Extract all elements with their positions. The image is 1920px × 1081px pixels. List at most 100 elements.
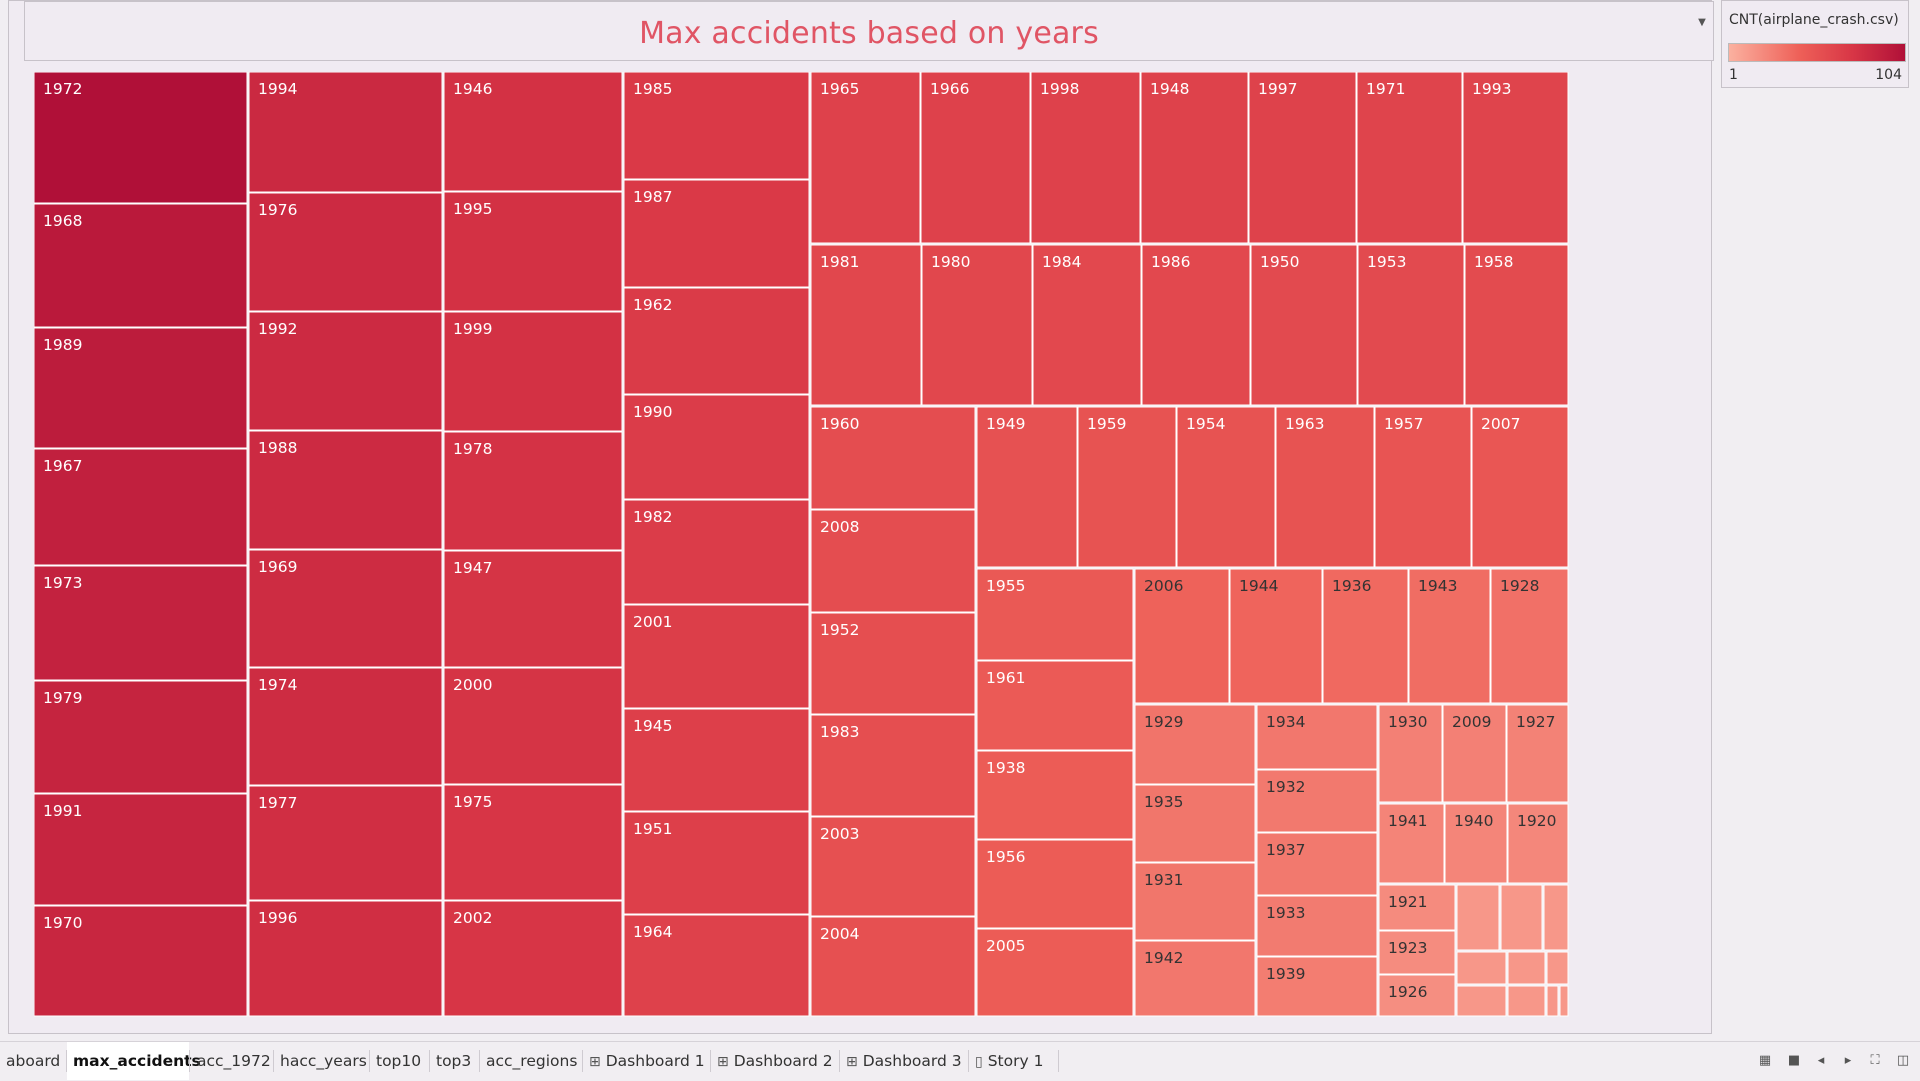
treemap-tile-rect[interactable] xyxy=(1134,940,1256,1017)
treemap-tile-rect[interactable] xyxy=(248,192,443,312)
treemap-tile-1926[interactable]: 1926 xyxy=(1378,974,1456,1017)
treemap-tile-1985[interactable]: 1985 xyxy=(623,72,810,180)
treemap-tile-rect[interactable] xyxy=(810,72,921,244)
treemap-tile-rect[interactable] xyxy=(1134,568,1230,704)
treemap-tile-1957[interactable]: 1957 xyxy=(1374,406,1472,568)
prev-sheet-icon[interactable]: ◂ xyxy=(1817,1053,1825,1068)
treemap-tile-1986[interactable]: 1986 xyxy=(1141,244,1251,406)
treemap-tile-1996[interactable]: 1996 xyxy=(248,900,443,1017)
treemap-tile-rect[interactable] xyxy=(34,793,248,906)
treemap-tile-1956[interactable]: 1956 xyxy=(976,839,1134,929)
treemap-tile-2003[interactable]: 2003 xyxy=(810,816,976,917)
treemap-tile-rect[interactable] xyxy=(1356,72,1463,244)
treemap-tile-rect[interactable] xyxy=(976,568,1134,661)
treemap-tile-1944[interactable]: 1944 xyxy=(1229,568,1323,704)
treemap-tile-1978[interactable]: 1978 xyxy=(443,431,623,551)
treemap-tile-rect[interactable] xyxy=(1378,803,1445,884)
treemap-tile-1982[interactable]: 1982 xyxy=(623,499,810,605)
treemap-tile-rect[interactable] xyxy=(443,550,623,668)
tab-story-1[interactable]: ▯ Story 1 xyxy=(969,1042,1058,1080)
treemap-tile-1951[interactable]: 1951 xyxy=(623,811,810,915)
treemap-tile-1980[interactable]: 1980 xyxy=(921,244,1033,406)
treemap-tile-rect[interactable] xyxy=(921,244,1033,406)
treemap-tile-1994[interactable]: 1994 xyxy=(248,72,443,193)
treemap-tile-2004[interactable]: 2004 xyxy=(810,916,976,1017)
treemap-tile-rect[interactable] xyxy=(623,604,810,709)
treemap-tile-1966[interactable]: 1966 xyxy=(920,72,1031,244)
presentation-icon[interactable]: ◫ xyxy=(1896,1053,1910,1068)
filmstrip-icon[interactable]: ■ xyxy=(1787,1053,1801,1068)
treemap-tile-rect[interactable] xyxy=(248,549,443,668)
fullscreen-icon[interactable]: ⛶ xyxy=(1870,1053,1880,1068)
treemap-tile-rect[interactable] xyxy=(1374,406,1472,568)
treemap-tile-rect[interactable] xyxy=(1030,72,1141,244)
treemap-tile-1935[interactable]: 1935 xyxy=(1134,784,1256,863)
treemap-tile-rect[interactable] xyxy=(976,406,1078,568)
treemap-tile-small[interactable] xyxy=(1507,985,1546,1017)
treemap-tile-1939[interactable]: 1939 xyxy=(1256,956,1378,1017)
tab-acc-regions[interactable]: acc_regions xyxy=(480,1042,582,1080)
treemap-tile-1984[interactable]: 1984 xyxy=(1032,244,1142,406)
treemap-tile-1945[interactable]: 1945 xyxy=(623,708,810,812)
treemap-tile-2009[interactable]: 2009 xyxy=(1442,704,1507,803)
treemap-tile-rect[interactable] xyxy=(1032,244,1142,406)
treemap-tile-rect[interactable] xyxy=(443,72,623,192)
treemap-tile-1999[interactable]: 1999 xyxy=(443,311,623,432)
treemap-tile-rect[interactable] xyxy=(1378,884,1456,931)
treemap-tile-rect[interactable] xyxy=(1141,244,1251,406)
treemap-tile-rect[interactable] xyxy=(623,394,810,500)
treemap-tile-2000[interactable]: 2000 xyxy=(443,667,623,785)
treemap-tile-1989[interactable]: 1989 xyxy=(34,327,248,449)
title-dropdown-icon[interactable]: ▼ xyxy=(1698,17,1706,28)
treemap-tile-rect[interactable] xyxy=(1176,406,1276,568)
tab-dashboard-1[interactable]: ⊞ Dashboard 1 xyxy=(583,1042,710,1080)
treemap-tile-rect[interactable] xyxy=(1357,244,1465,406)
tab-aboard[interactable]: aboard xyxy=(0,1042,66,1080)
tab-acc-1972[interactable]: acc_1972 xyxy=(191,1042,273,1080)
treemap-tile-2006[interactable]: 2006 xyxy=(1134,568,1230,704)
treemap-tile-rect[interactable] xyxy=(248,311,443,431)
treemap-tile-small[interactable] xyxy=(1456,985,1507,1017)
treemap-tile-1975[interactable]: 1975 xyxy=(443,784,623,901)
tab-top3[interactable]: top3 xyxy=(430,1042,479,1080)
treemap-tile-small[interactable] xyxy=(1559,985,1569,1017)
treemap-tile-rect[interactable] xyxy=(1378,704,1443,803)
treemap-tile-2008[interactable]: 2008 xyxy=(810,509,976,613)
treemap-tile-1969[interactable]: 1969 xyxy=(248,549,443,668)
treemap-tile-rect[interactable] xyxy=(810,816,976,917)
treemap-tile-rect[interactable] xyxy=(810,244,922,406)
treemap-tile-rect[interactable] xyxy=(920,72,1031,244)
treemap-tile-1932[interactable]: 1932 xyxy=(1256,769,1378,833)
treemap-tile-rect[interactable] xyxy=(1507,803,1569,884)
treemap-tile-1941[interactable]: 1941 xyxy=(1378,803,1445,884)
treemap-tile-rect[interactable] xyxy=(623,499,810,605)
treemap-tile-small[interactable] xyxy=(1546,985,1559,1017)
treemap-tile-rect[interactable] xyxy=(1256,704,1378,770)
treemap-tile-1930[interactable]: 1930 xyxy=(1378,704,1443,803)
treemap-tile-1970[interactable]: 1970 xyxy=(34,905,248,1017)
treemap-tile-rect[interactable] xyxy=(248,785,443,901)
treemap-tile-1928[interactable]: 1928 xyxy=(1490,568,1569,704)
treemap-tile-rect[interactable] xyxy=(1134,784,1256,863)
treemap-tile-rect[interactable] xyxy=(810,612,976,715)
treemap-tile-1958[interactable]: 1958 xyxy=(1464,244,1569,406)
treemap-tile-rect[interactable] xyxy=(623,72,810,180)
treemap-tile-rect[interactable] xyxy=(443,667,623,785)
treemap-tile-rect[interactable] xyxy=(1471,406,1569,568)
treemap-tile-rect[interactable] xyxy=(443,311,623,432)
treemap-tile-rect[interactable] xyxy=(1256,956,1378,1017)
treemap-tile-1955[interactable]: 1955 xyxy=(976,568,1134,661)
treemap-tile-rect[interactable] xyxy=(810,916,976,1017)
treemap-tile-1960[interactable]: 1960 xyxy=(810,406,976,510)
treemap-tile-1934[interactable]: 1934 xyxy=(1256,704,1378,770)
treemap-tile-rect[interactable] xyxy=(623,287,810,395)
treemap-tile-rect[interactable] xyxy=(1442,704,1507,803)
tab-dashboard-2[interactable]: ⊞ Dashboard 2 xyxy=(711,1042,839,1080)
treemap-tile-rect[interactable] xyxy=(34,72,248,204)
treemap-tile-rect[interactable] xyxy=(810,509,976,613)
treemap-tile-rect[interactable] xyxy=(248,430,443,550)
treemap-tile-1988[interactable]: 1988 xyxy=(248,430,443,550)
treemap-tile-1920[interactable]: 1920 xyxy=(1507,803,1569,884)
treemap-tile-1947[interactable]: 1947 xyxy=(443,550,623,668)
treemap-tile-rect[interactable] xyxy=(248,72,443,193)
